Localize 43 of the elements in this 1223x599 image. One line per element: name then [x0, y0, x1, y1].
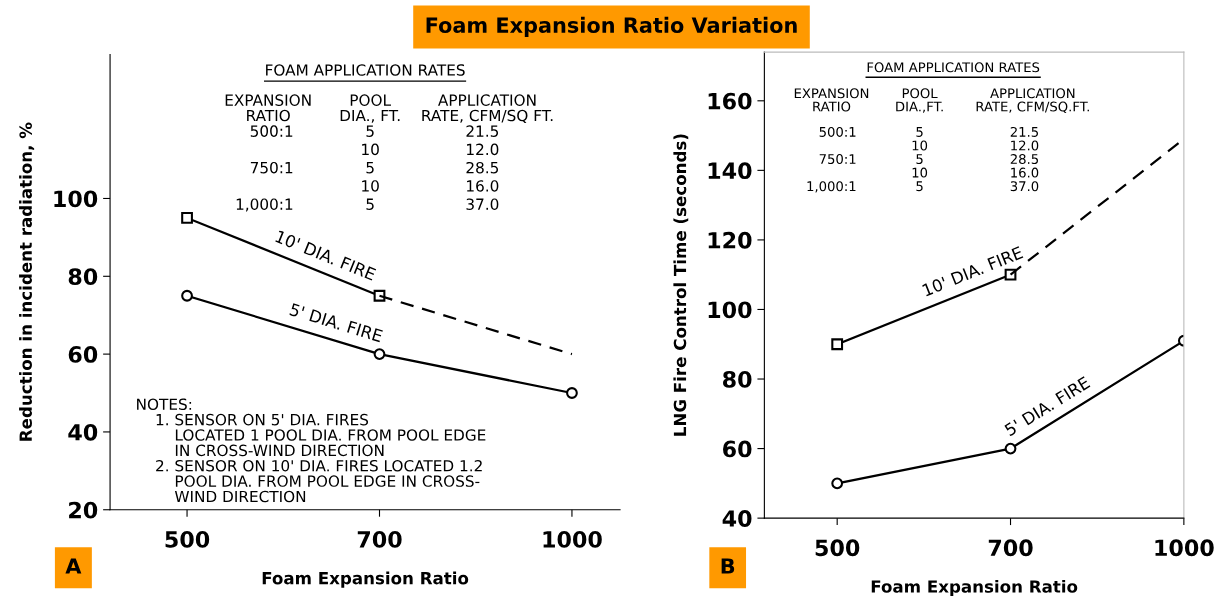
annotation: POOL DIA., FT.: [340, 94, 400, 123]
y-tick-label: 100: [708, 301, 752, 319]
y-tick-label: 100: [54, 190, 98, 208]
y-tick-label: 80: [68, 268, 98, 286]
text: 5' DIA. FIRE: [289, 303, 384, 343]
text: 500:1 750:1 1,000:1: [236, 125, 293, 212]
y-axis-title: Reduction in incident radiation, %: [19, 122, 35, 441]
text: 500:1 750:1 1,000:1: [807, 126, 856, 193]
y-tick-label: 80: [723, 370, 752, 388]
y-tick-label: 60: [68, 346, 98, 363]
text: B: [721, 558, 735, 574]
y-tick-label: 40: [722, 510, 752, 527]
y-tick-label: 40: [68, 423, 98, 441]
annotation: FOAM APPLICATION RATES: [266, 64, 465, 76]
annotation: 21.5 12.0 28.5 16.0 37.0: [1010, 126, 1039, 192]
y-tick-label: 60: [723, 440, 752, 458]
chart-title: Foam Expansion Ratio Variation: [426, 16, 797, 38]
text: A: [65, 558, 82, 574]
x-tick-label: 1000: [543, 530, 602, 548]
x-axis-title: Foam Expansion Ratio: [871, 579, 1078, 597]
y-tick-label: 160: [708, 92, 752, 110]
text: 10' DIA. FIRE: [921, 246, 1024, 297]
annotation: POOL DIA.,FT.: [896, 88, 943, 113]
text: 10' DIA. FIRE: [275, 229, 377, 281]
annotation: EXPANSION RATIO: [794, 88, 869, 112]
x-tick-label: 500: [815, 539, 860, 557]
y-tick-label: 140: [708, 162, 752, 180]
x-tick-label: 1000: [1155, 539, 1214, 557]
y-axis-title: LNG Fire Control Time (seconds): [673, 134, 689, 436]
y-tick-label: 20: [69, 501, 98, 519]
x-tick-label: 500: [165, 530, 210, 548]
annotation: 21.5 12.0 28.5 16.0 37.0: [466, 125, 499, 210]
annotation: EXPANSION RATIO: [225, 94, 311, 122]
x-tick-label: 700: [988, 539, 1033, 557]
x-axis-title: Foam Expansion Ratio: [262, 571, 469, 588]
annotation: 5 10 5 10 5: [362, 125, 379, 210]
annotation: APPLICATION RATE, CFM/SQ.FT.: [976, 88, 1089, 114]
annotation: APPLICATION RATE, CFM/SQ FT.: [422, 94, 553, 124]
x-tick-label: 700: [357, 530, 402, 548]
annotation: 5 10 5 10 5: [912, 127, 928, 192]
annotation: NOTES: 1. SENSOR ON 5' DIA. FIRES LOCATED 1 POOL DIA. FROM POOL EDGE IN CROSS-WIND DIRECTION 2. SENSOR ON 10' DIA. FIRES LOCATED 1.2 POOL DIA. FROM POOL EDGE IN CROSS- WIND DIRECTION: [137, 398, 486, 503]
y-tick-label: 120: [708, 231, 752, 249]
annotation: FOAM APPLICATION RATES: [867, 62, 1040, 73]
